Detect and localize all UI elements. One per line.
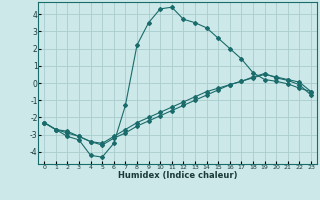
X-axis label: Humidex (Indice chaleur): Humidex (Indice chaleur) [118,171,237,180]
